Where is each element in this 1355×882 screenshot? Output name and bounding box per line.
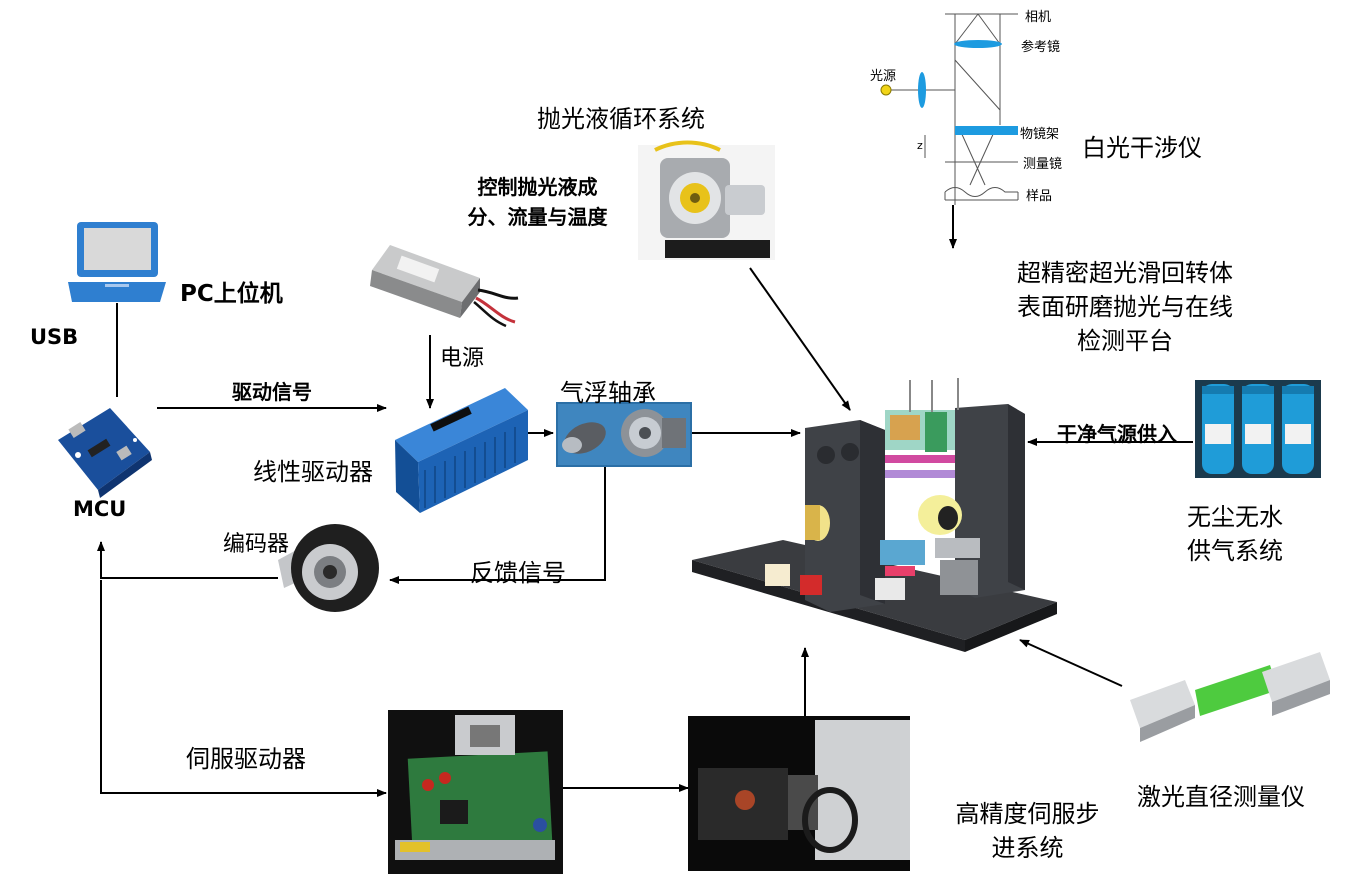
connection-lines [97, 205, 1193, 797]
air-bearing-label: 气浮轴承 [560, 379, 656, 407]
power-label: 电源 [440, 346, 485, 371]
air-supply-label: 无尘无水 供气系统 [1187, 503, 1283, 565]
polishing-to-platform-arrow [749, 267, 851, 411]
light-source-icon [880, 84, 892, 96]
linear-driver-icon [395, 388, 528, 513]
linear-driver-label: 线性驱动器 [253, 458, 373, 486]
objective-mount-icon [955, 126, 1018, 135]
polishing-pump-icon [638, 140, 775, 260]
objective-mount-label: 物镜架 [1020, 127, 1060, 142]
air-filter-icon [1195, 380, 1321, 478]
encoder-label: 编码器 [223, 532, 290, 557]
source-lens-icon [918, 72, 926, 108]
mcu-to-servo-arrow [100, 580, 387, 797]
laser-to-platform-arrow [1019, 639, 1123, 687]
polishing-system-note: 控制抛光液成 分、流量与温度 [467, 175, 608, 229]
encoder-to-mcu-arrow [97, 541, 278, 579]
power-supply-icon [370, 245, 519, 328]
drive-signal-label: 驱动信号 [232, 380, 312, 404]
platform-machine-icon [692, 378, 1057, 652]
camera-label: 相机 [1025, 10, 1052, 25]
clean-air-label: 干净气源供入 [1057, 422, 1177, 446]
reference-mirror-label: 参考镜 [1021, 40, 1061, 55]
laser-gauge-label: 激光直径测量仪 [1137, 783, 1305, 811]
z-axis-label: z [917, 139, 923, 152]
interferometer-title: 白光干涉仪 [1082, 134, 1202, 162]
sample-label: 样品 [1026, 189, 1053, 204]
light-source-label: 光源 [870, 69, 897, 84]
pc-label: PC上位机 [180, 281, 283, 307]
servo-driver-icon [388, 710, 563, 874]
polishing-system-title: 抛光液循环系统 [537, 105, 705, 133]
usb-label: USB [30, 325, 79, 349]
servo-driver-label: 伺服驱动器 [186, 745, 306, 773]
mcu-board-icon [58, 408, 152, 498]
feedback-arrow [389, 467, 606, 584]
encoder-icon [278, 524, 379, 612]
servo-stepper-icon [688, 716, 910, 871]
mcu-label: MCU [73, 497, 127, 521]
measuring-lens-label: 测量镜 [1023, 157, 1063, 172]
feedback-label: 反馈信号 [470, 559, 566, 587]
servo-stepper-label: 高精度伺服步 进系统 [955, 800, 1100, 862]
laptop-icon [68, 222, 166, 302]
interferometer-schematic [890, 13, 1019, 205]
platform-title: 超精密超光滑回转体 表面研磨抛光与在线 检测平台 [1017, 259, 1233, 355]
laser-gauge-icon [1130, 652, 1330, 742]
interferometer-optics [880, 40, 1018, 135]
reference-lens-icon [954, 40, 1002, 48]
air-bearing-icon [556, 402, 692, 467]
